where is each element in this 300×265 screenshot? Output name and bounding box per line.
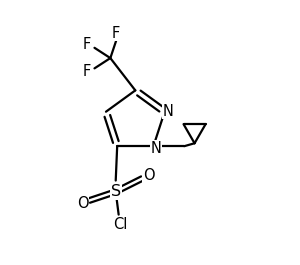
Text: O: O	[77, 196, 88, 211]
Text: F: F	[82, 37, 90, 52]
Text: N: N	[150, 141, 161, 156]
Text: F: F	[112, 26, 120, 41]
Text: O: O	[143, 168, 154, 183]
Text: Cl: Cl	[113, 217, 127, 232]
Text: F: F	[82, 64, 90, 79]
Text: N: N	[163, 104, 174, 119]
Text: S: S	[111, 184, 121, 199]
